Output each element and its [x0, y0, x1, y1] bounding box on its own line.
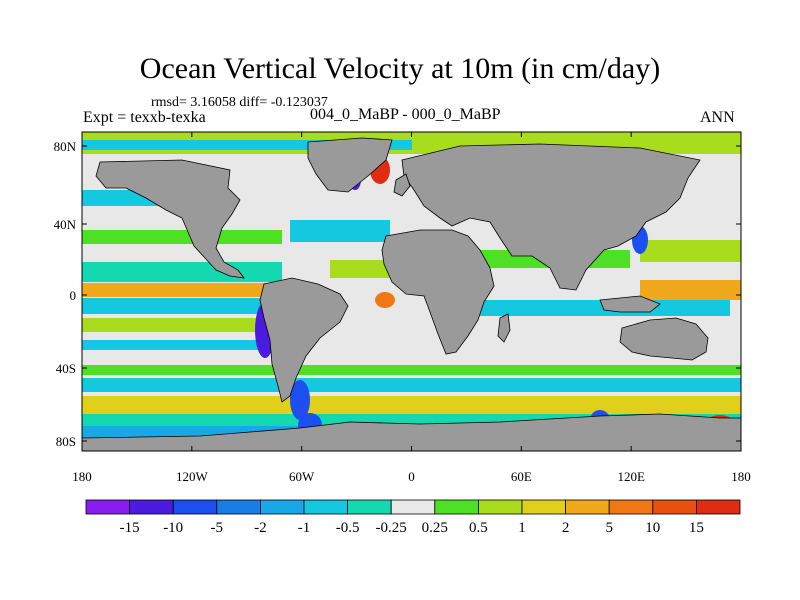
equatorial-pacific-band [82, 283, 282, 297]
north-atlantic-band [290, 220, 390, 242]
colorbar: -15 -10 -5 -2 -1 -0.5 -0.25 0.25 0.5 1 2 5 10 15 [85, 499, 741, 536]
lat-tick-label: 80N [54, 139, 77, 154]
lat-tick-label: 40S [56, 361, 76, 376]
map-title: Ocean Vertical Velocity at 10m (in cm/da… [139, 52, 661, 85]
colorbar-swatch [129, 499, 174, 515]
colorbar-swatch [521, 499, 566, 515]
africa [381, 229, 495, 355]
colorbar-swatch [216, 499, 261, 515]
colorbar-label: -5 [211, 520, 224, 536]
colorbar-swatch [347, 499, 392, 515]
lat-tick-label: 40N [54, 217, 77, 232]
colorbar-label: 0.5 [469, 520, 488, 536]
lon-tick-label: 180 [72, 469, 92, 484]
lat-tick-label: 80S [56, 434, 76, 449]
tropical-pacific-north [82, 262, 282, 282]
indonesia [599, 295, 661, 313]
colorbar-swatch [390, 499, 436, 515]
tropical-pacific-south [82, 298, 282, 314]
colorbar-label: 0.25 [422, 520, 448, 536]
colorbar-swatch [608, 499, 654, 515]
lon-tick-label: 60E [511, 469, 532, 484]
experiment-label: Expt = texxb-texka [83, 109, 206, 126]
gulf-of-guinea-spot [375, 292, 395, 308]
colorbar-label: -0.25 [376, 520, 407, 536]
lon-tick-label: 60W [289, 469, 315, 484]
colorbar-swatch [434, 499, 479, 515]
antarctica [82, 413, 741, 451]
lon-tick-label: 120W [176, 469, 209, 484]
north-pacific-subtrop-band [82, 230, 282, 244]
latitude-axis: 80N 40N 0 40S 80S [54, 139, 741, 449]
colorbar-swatch [85, 499, 130, 515]
south-pacific-band-1 [82, 318, 282, 332]
colorbar-label: 1 [518, 520, 526, 536]
colorbar-swatch [696, 499, 741, 515]
colorbar-label: -10 [163, 520, 183, 536]
colorbar-swatch [172, 499, 218, 515]
southern-band-1 [82, 365, 741, 375]
southern-band-2 [82, 378, 741, 392]
west-pacific-band [640, 240, 741, 262]
colorbar-label: -0.5 [336, 520, 360, 536]
colorbar-swatch [259, 499, 305, 515]
colorbar-label: 5 [605, 520, 613, 536]
colorbar-label: -1 [298, 520, 311, 536]
lon-tick-label: 180 [731, 469, 751, 484]
eurasia [401, 143, 701, 291]
colorbar-swatch [477, 499, 523, 515]
colorbar-swatch [652, 499, 697, 515]
lat-tick-label: 0 [70, 288, 77, 303]
arctic-band-cool [82, 140, 412, 150]
south-pacific-band-2 [82, 340, 282, 350]
colorbar-label: -15 [120, 520, 140, 536]
colorbar-swatch [565, 499, 610, 515]
south-america-tip-spot [290, 380, 310, 420]
australia [619, 317, 709, 361]
north-america [95, 159, 245, 279]
season-label: ANN [700, 109, 735, 126]
longitude-axis: 180 120W 60W 0 60E 120E 180 [72, 132, 751, 484]
madagascar [497, 313, 511, 343]
tropical-atlantic-band [330, 260, 390, 278]
colorbar-label: 10 [645, 520, 660, 536]
south-america [259, 277, 349, 403]
colorbar-label: 2 [562, 520, 570, 536]
difference-label: 004_0_MaBP - 000_0_MaBP [310, 106, 501, 123]
lon-tick-label: 0 [408, 469, 415, 484]
colorbar-label: -2 [254, 520, 267, 536]
southern-ocean-band [82, 396, 741, 414]
colorbar-swatch [303, 499, 348, 515]
greenland [307, 137, 393, 193]
british-isles [393, 173, 411, 197]
colorbar-label: 15 [689, 520, 704, 536]
stats-line: rmsd= 3.16058 diff= -0.123037 [151, 95, 328, 110]
lon-tick-label: 120E [617, 469, 645, 484]
west-pacific-equatorial [640, 280, 741, 300]
land-mask [82, 137, 741, 451]
